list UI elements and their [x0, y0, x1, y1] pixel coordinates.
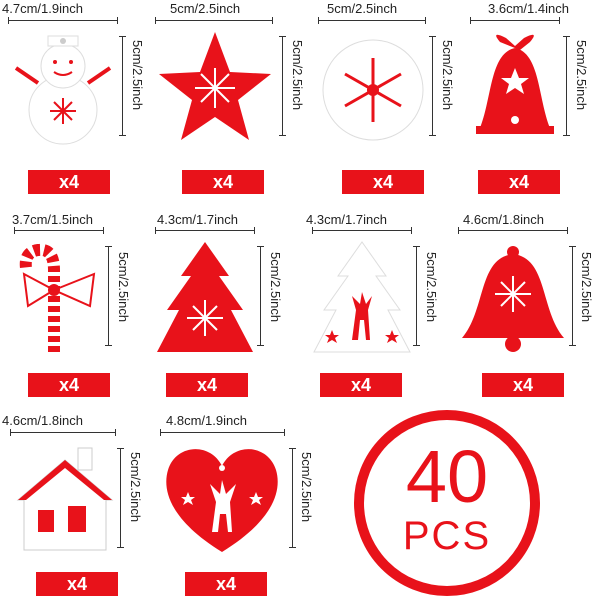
width-dimension-line: [155, 227, 255, 234]
house-ornament: [16, 447, 114, 551]
width-label: 4.3cm/1.7inch: [157, 212, 238, 227]
height-label: 5cm/2.5inch: [290, 40, 305, 111]
height-dimension-line: [105, 246, 112, 346]
heart-ornament: [166, 449, 278, 552]
height-dimension-line: [289, 448, 296, 548]
quantity-badge: x4: [342, 170, 424, 194]
quantity-badge: x4: [482, 373, 564, 397]
bell-ornament: [476, 34, 554, 134]
width-dimension-line: [318, 17, 426, 24]
quantity-badge: x4: [320, 373, 402, 397]
height-dimension-line: [429, 36, 436, 136]
height-label: 5cm/2.5inch: [574, 40, 589, 111]
width-dimension-line: [10, 429, 116, 436]
height-label: 5cm/2.5inch: [579, 252, 594, 323]
height-label: 5cm/2.5inch: [130, 40, 145, 111]
snowman-ornament: [14, 35, 112, 145]
height-dimension-line: [257, 246, 264, 346]
width-label: 4.8cm/1.9inch: [166, 413, 247, 428]
total-count-badge: 40 PCS: [352, 408, 542, 598]
tree-ornament: [313, 241, 411, 353]
width-dimension-line: [470, 17, 560, 24]
quantity-badge: x4: [478, 170, 560, 194]
height-label: 5cm/2.5inch: [128, 452, 143, 523]
quantity-badge: x4: [185, 572, 267, 596]
quantity-badge: x4: [182, 170, 264, 194]
height-dimension-line: [119, 36, 126, 136]
quantity-badge: x4: [28, 170, 110, 194]
height-dimension-line: [279, 36, 286, 136]
width-label: 5cm/2.5inch: [170, 1, 241, 16]
candy-cane-ornament: [19, 243, 96, 352]
width-dimension-line: [14, 227, 104, 234]
total-circle-icon: [354, 410, 540, 596]
total-unit: PCS: [402, 514, 492, 558]
quantity-badge: x4: [28, 373, 110, 397]
snowflake-ornament: [322, 39, 424, 141]
width-label: 3.7cm/1.5inch: [12, 212, 93, 227]
width-label: 4.7cm/1.9inch: [2, 1, 83, 16]
height-label: 5cm/2.5inch: [268, 252, 283, 323]
total-number: 40: [405, 435, 489, 518]
star-ornament: [159, 32, 271, 140]
width-dimension-line: [155, 17, 273, 24]
width-dimension-line: [160, 429, 285, 436]
height-label: 5cm/2.5inch: [116, 252, 131, 323]
height-label: 5cm/2.5inch: [299, 452, 314, 523]
width-label: 4.6cm/1.8inch: [2, 413, 83, 428]
width-dimension-line: [312, 227, 412, 234]
width-label: 3.6cm/1.4inch: [488, 1, 569, 16]
quantity-badge: x4: [166, 373, 248, 397]
height-dimension-line: [569, 246, 576, 346]
quantity-badge: x4: [36, 572, 118, 596]
height-label: 5cm/2.5inch: [424, 252, 439, 323]
width-dimension-line: [8, 17, 118, 24]
width-label: 4.3cm/1.7inch: [306, 212, 387, 227]
width-label: 5cm/2.5inch: [327, 1, 398, 16]
bell-ornament: [462, 246, 564, 352]
width-label: 4.6cm/1.8inch: [463, 212, 544, 227]
height-dimension-line: [413, 246, 420, 346]
height-dimension-line: [563, 36, 570, 136]
height-label: 5cm/2.5inch: [440, 40, 455, 111]
tree-ornament: [157, 242, 253, 352]
height-dimension-line: [117, 448, 124, 548]
width-dimension-line: [458, 227, 568, 234]
